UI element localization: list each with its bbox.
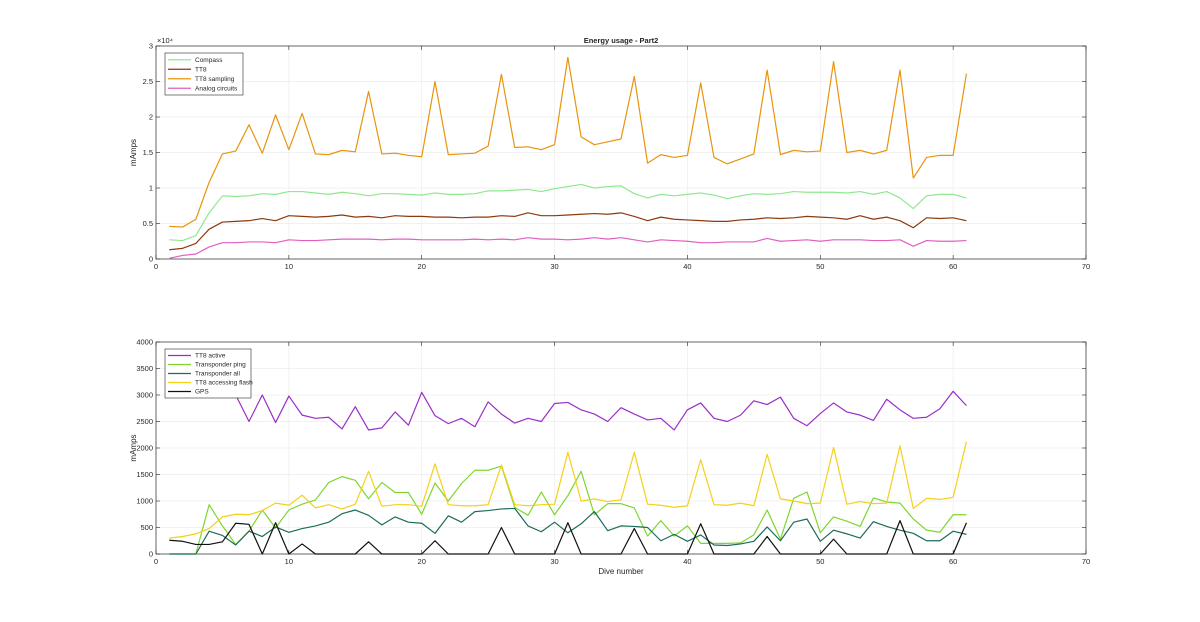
y-tick-label: 4000 — [136, 338, 153, 347]
legend-label: Compass — [195, 57, 223, 64]
x-tick-label: 20 — [418, 262, 426, 271]
y-tick-label: 500 — [140, 523, 153, 532]
legend-label: Transponder ping — [195, 362, 246, 369]
x-tick-label: 70 — [1082, 262, 1090, 271]
y-tick-label: 1500 — [136, 470, 153, 479]
x-tick-label: 10 — [285, 262, 293, 271]
y-tick-label: 2000 — [136, 444, 153, 453]
x-tick-label: 70 — [1082, 557, 1090, 566]
y-tick-label: 2.5 — [143, 77, 153, 86]
legend-label: TT8 accessing flash — [195, 380, 253, 387]
series-line-tt8-sampling — [169, 56, 968, 228]
y-tick-label: 3 — [149, 42, 153, 51]
y-tick-label: 0 — [149, 255, 153, 264]
x-tick-label: 50 — [816, 557, 824, 566]
energy-usage-axes: 0 10 20 30 40 50 60 70 0 0.5 1 1.5 2 2.5 3 ×10⁴ Energy u… — [129, 36, 1090, 271]
y-tick-label: 3500 — [136, 364, 153, 373]
series-line-tt8-accessing-flash — [169, 441, 968, 539]
x-tick-label: 30 — [550, 557, 558, 566]
y-tick-label: 1.5 — [143, 148, 153, 157]
y-axis-label: mAmps — [129, 139, 138, 166]
legend-label: Analog circuits — [195, 85, 238, 92]
series-line-transponder-all — [169, 507, 967, 555]
y-tick-label: 2500 — [136, 417, 153, 426]
legend-label: GPS — [195, 389, 209, 396]
legend-label: Transponder all — [195, 371, 240, 378]
x-tick-label: 60 — [949, 557, 957, 566]
dive-axes: 0 10 20 30 40 50 60 70 0 500 1000 1500 2000 2500 3000 3… — [129, 338, 1090, 576]
series-line-tt8 — [169, 212, 967, 251]
y-tick-label: 0.5 — [143, 219, 153, 228]
x-tick-label: 30 — [550, 262, 558, 271]
x-tick-label: 60 — [949, 262, 957, 271]
y-tick-label: 1000 — [136, 497, 153, 506]
series-line-transponder-ping — [169, 465, 967, 555]
y-tick-label: 1 — [149, 184, 153, 193]
x-axis-label: Dive number — [598, 567, 644, 576]
legend-label: TT8 active — [195, 353, 226, 360]
x-tick-label: 40 — [683, 262, 691, 271]
series-line-tt8-active — [235, 390, 967, 431]
y-tick-label: 2 — [149, 113, 153, 122]
x-tick-label: 40 — [683, 557, 691, 566]
x-tick-label: 10 — [285, 557, 293, 566]
chart-title: Energy usage - Part2 — [584, 36, 659, 45]
series-line-compass — [169, 183, 967, 242]
legend-label: TT8 sampling — [195, 76, 235, 83]
x-tick-label: 0 — [154, 557, 158, 566]
x-tick-label: 20 — [418, 557, 426, 566]
y-exponent-label: ×10⁴ — [157, 36, 173, 45]
legend-label: TT8 — [195, 66, 207, 73]
x-tick-label: 0 — [154, 262, 158, 271]
y-axis-label: mAmps — [129, 434, 138, 461]
x-tick-label: 50 — [816, 262, 824, 271]
series-line-gps — [169, 520, 967, 555]
y-tick-label: 3000 — [136, 391, 153, 400]
y-tick-label: 0 — [149, 550, 153, 559]
series-line-analog-circuits — [169, 237, 967, 259]
